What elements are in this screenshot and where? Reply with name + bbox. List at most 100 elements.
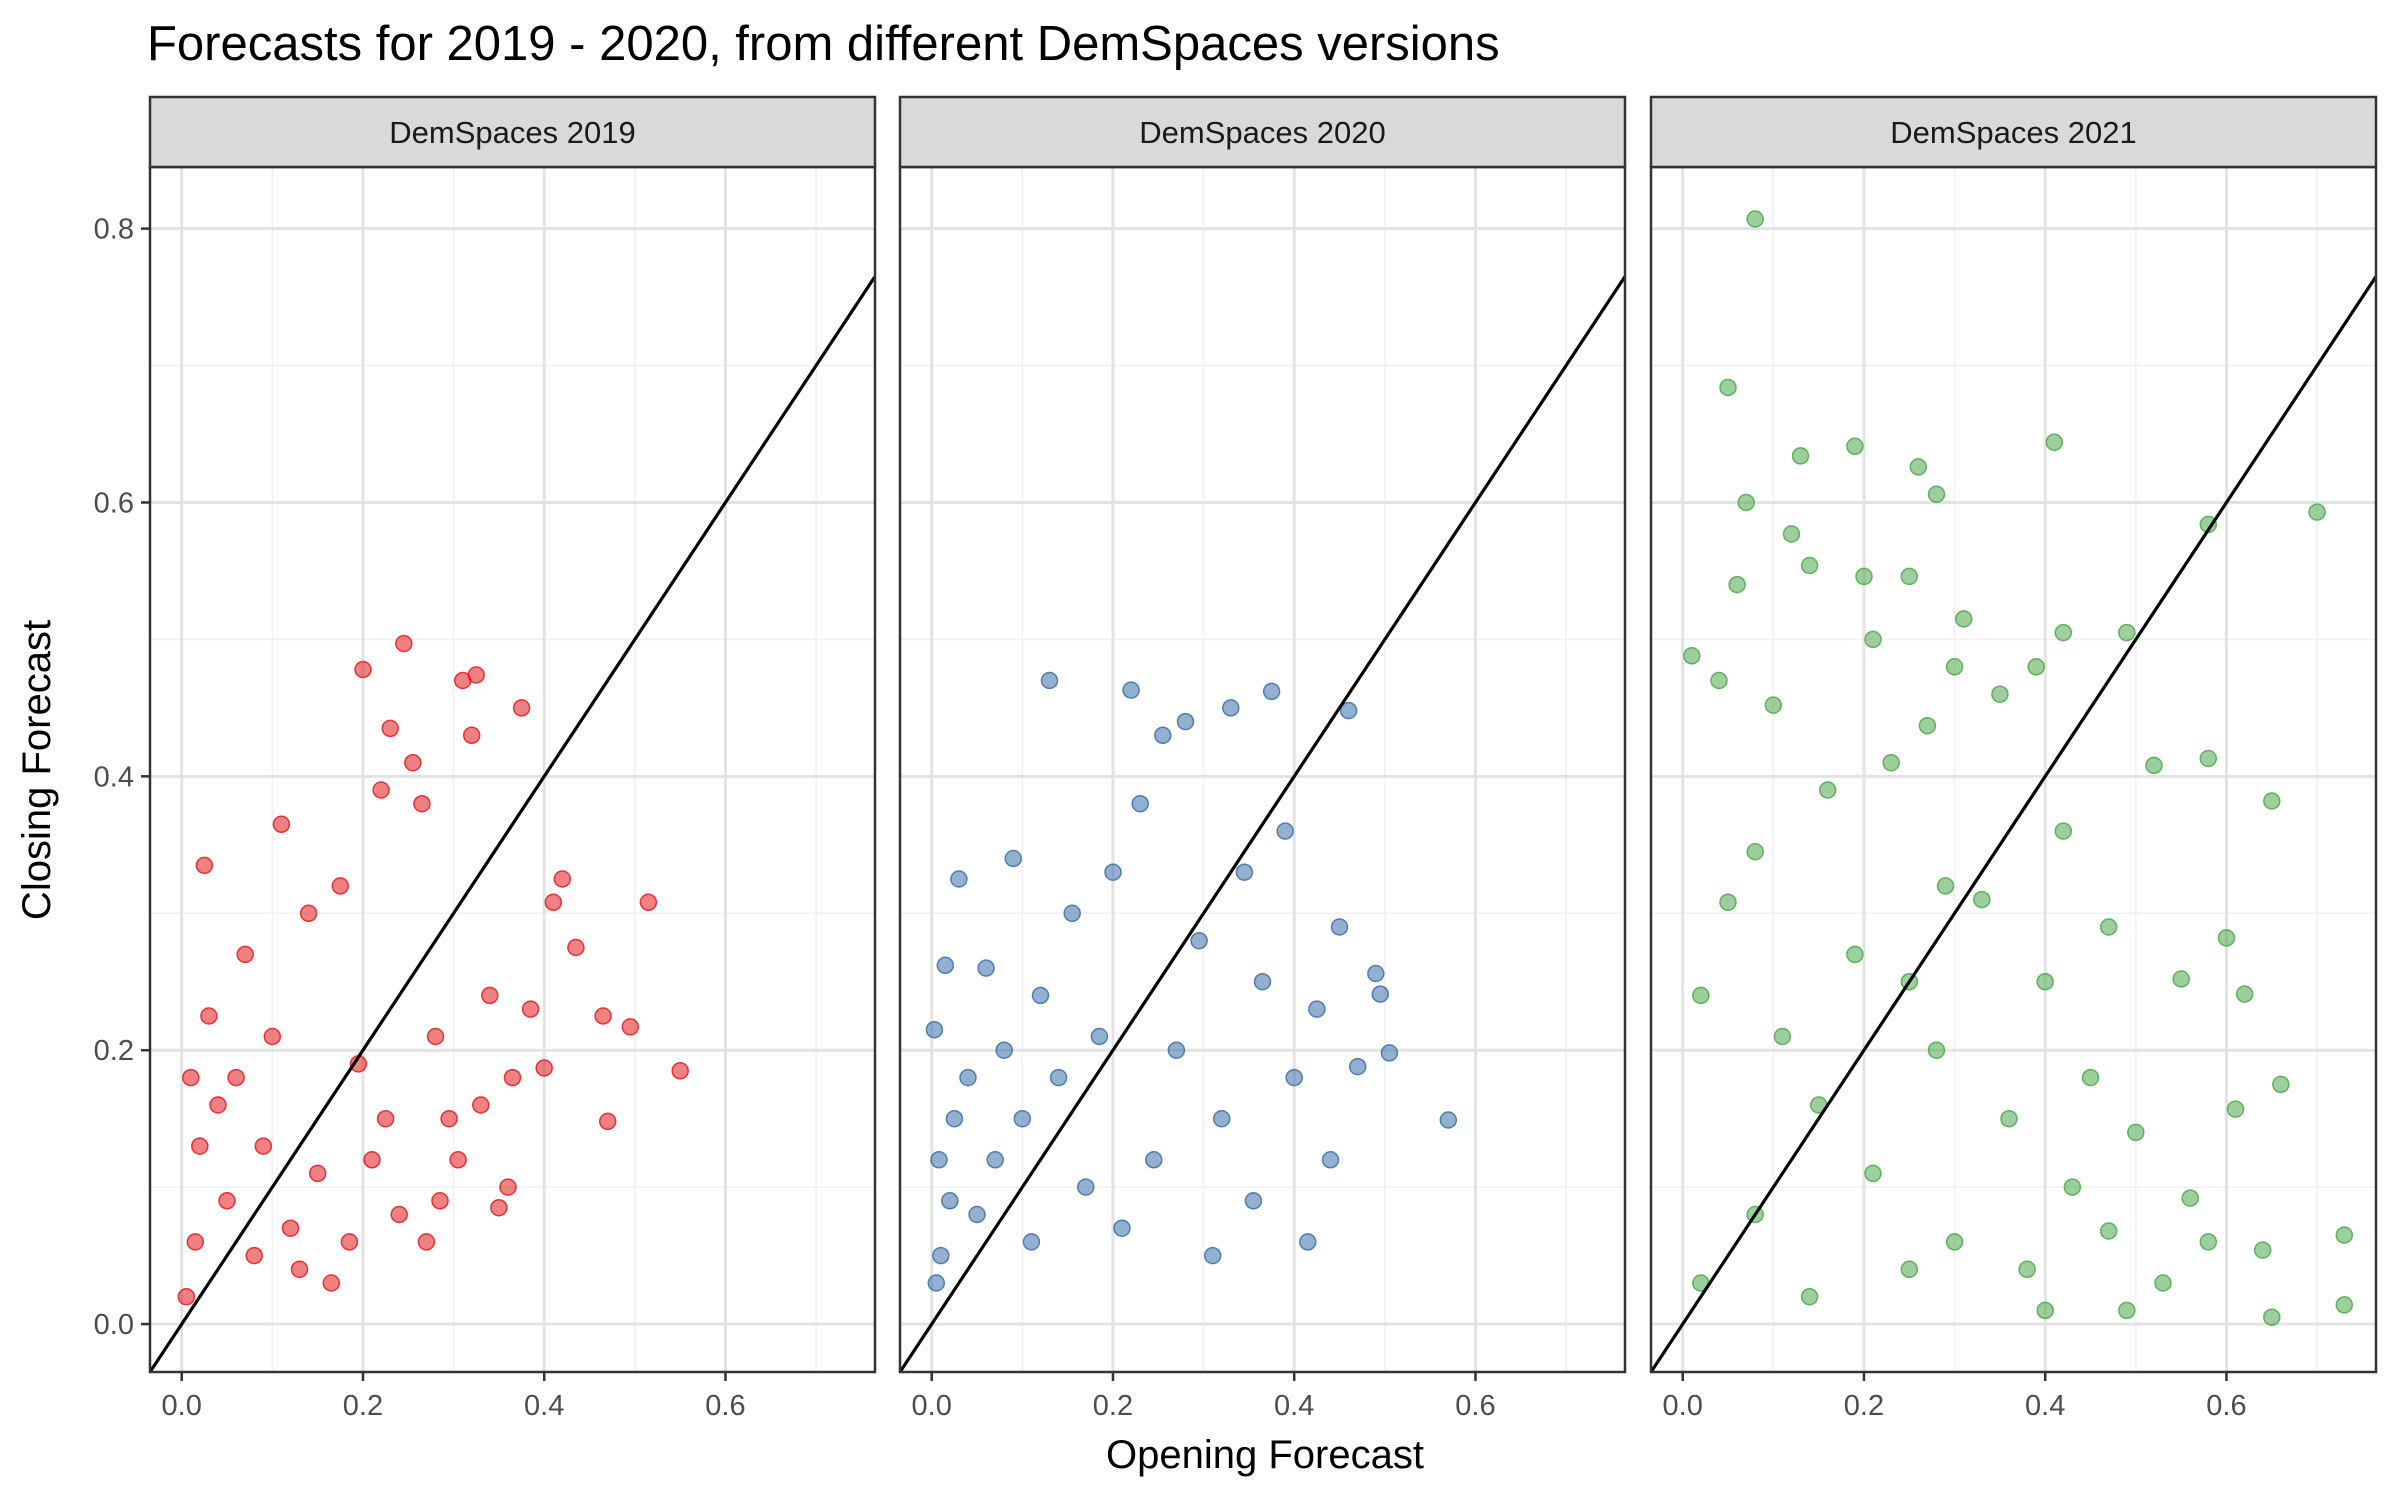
panels: DemSpaces 2019 0.0 0.2 0.4 0.6 0.0 0.2 0.4 0.6 0.… [94,95,2378,1422]
data-point [1791,447,1810,465]
data-point [2036,1301,2054,1320]
data-point [1145,1151,1163,1169]
x-tick-label: 0.6 [705,1390,745,1422]
data-point [1321,1151,1340,1169]
chart-title: Forecasts for 2019 - 2020, from differen… [147,17,1500,71]
y-tick-label: 0.4 [94,761,134,793]
data-point [453,671,472,690]
data-point [209,1096,227,1114]
data-point [272,815,291,834]
data-point [440,1109,458,1128]
data-point [2099,918,2118,936]
data-point [449,1151,467,1169]
data-point [2118,623,2136,642]
y-tick-label: 0.0 [94,1309,134,1341]
data-point [1746,210,1764,228]
data-point [191,1137,209,1155]
data-point [2181,1189,2199,1207]
data-point [1104,863,1122,881]
data-point [1090,1027,1109,1046]
facet-panel-3: DemSpaces 2021 0.0 0.2 0.4 0.6 [1649,95,2378,1422]
data-point [2127,1123,2145,1142]
data-point [1367,964,1385,983]
data-point [959,1068,977,1087]
data-point [236,945,254,964]
data-point [177,1287,196,1306]
data-point [2235,985,2254,1003]
data-point [1719,378,1737,397]
data-point [299,904,318,923]
data-point [936,956,955,975]
data-point [390,1205,408,1224]
data-point [1719,893,1737,912]
data-point [567,938,585,957]
x-tick-label: 0.4 [1274,1390,1314,1422]
data-point [639,893,658,912]
data-point [1800,556,1819,575]
data-point [1846,945,1864,964]
data-point [1864,630,1882,649]
data-point [932,1246,950,1265]
data-point [1299,1233,1317,1251]
data-point [544,893,563,912]
data-point [1746,842,1764,861]
strip-label: DemSpaces 2021 [1890,115,2136,150]
data-point [986,1151,1004,1169]
data-point [417,1233,436,1251]
data-point [1692,986,1710,1005]
data-point [1973,890,1991,909]
data-point [2272,1075,2290,1094]
x-tick-label: 0.0 [912,1390,952,1422]
data-point [1330,918,1349,936]
data-point [1235,863,1254,881]
data-point [1936,877,1955,895]
data-point [200,1007,218,1025]
strip-background [1649,95,2378,169]
strip-background [898,95,1627,169]
data-point [521,1000,540,1018]
data-point [1728,575,1746,594]
data-point [2263,1308,2281,1326]
data-point [354,660,372,679]
strip-label: DemSpaces 2020 [1139,115,1385,150]
panel-background [150,167,875,1372]
data-point [1846,437,1864,456]
data-point [2253,1241,2272,1259]
data-point [2145,756,2163,775]
strip-background [148,95,877,169]
data-point [2335,1226,2354,1244]
x-tick-label: 0.0 [1663,1390,1703,1422]
data-point [930,1151,948,1169]
facet-panel-2: DemSpaces 2020 0.0 0.2 0.4 0.6 [898,95,1627,1422]
data-point [1371,985,1390,1003]
data-point [1782,525,1801,543]
data-point [431,1192,449,1210]
data-point [2018,1260,2036,1279]
x-tick-label: 0.6 [2206,1390,2246,1422]
reference-line [1649,275,2378,1373]
data-point [621,1018,640,1036]
data-point [1203,1246,1222,1265]
x-tick-label: 0.4 [2025,1390,2065,1422]
data-point [182,1068,200,1087]
x-axis-title: Opening Forecast [1106,1433,1424,1477]
panel-background [1651,167,2376,1372]
data-point [372,781,390,799]
data-point [2226,1100,2245,1118]
data-point [1991,685,2009,703]
data-point [925,1020,944,1039]
data-point [322,1274,341,1292]
data-point [1013,1109,1032,1128]
data-point [2045,433,2064,451]
data-point [968,1205,986,1224]
data-point [2199,1233,2218,1251]
data-point [1063,904,1081,923]
data-point [927,1274,946,1292]
facet-panel-1: DemSpaces 2019 0.0 0.2 0.4 0.6 0.0 0.2 0.4 0.6 0.… [94,95,877,1422]
data-point [1308,1000,1326,1018]
x-tick-label: 0.2 [1844,1390,1884,1422]
y-axis-title: Closing Forecast [15,620,59,920]
data-point [1855,567,1873,586]
data-point [2263,792,2281,810]
